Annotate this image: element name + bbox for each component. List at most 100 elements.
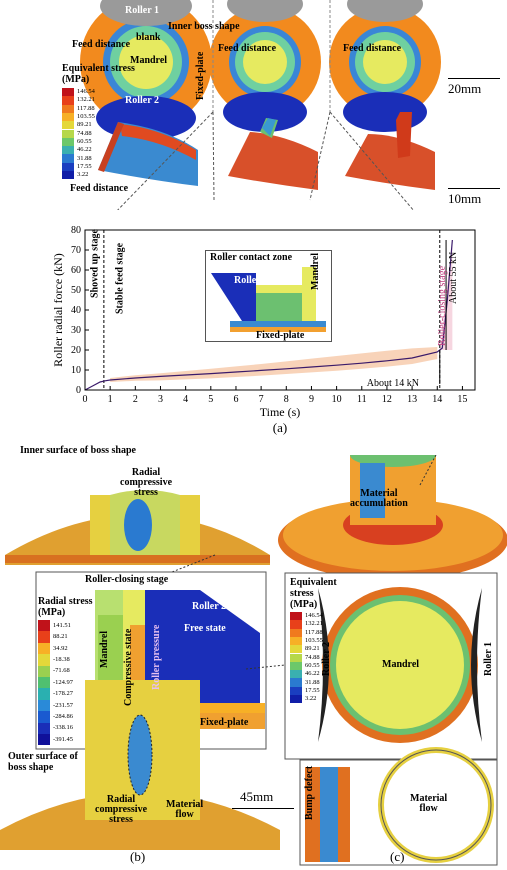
y-tick-label: 50 — [71, 285, 81, 296]
bump-defect: Bump defect — [304, 765, 315, 820]
radial-legend-title-2: (MPa) — [38, 607, 66, 618]
c-legend-title-2: stress — [290, 588, 314, 599]
material-accumulation: Material accumulation — [350, 488, 408, 509]
sector-model-1 — [98, 122, 198, 186]
eq-legend-tick: 132.21 — [77, 96, 95, 104]
eq-legend-tick: 117.88 — [77, 104, 95, 112]
c-legend-swatch — [290, 670, 302, 679]
c-legend-tick: 3.22 — [305, 695, 317, 703]
about14-label: About 14 kN — [367, 378, 419, 389]
inset-title: Roller contact zone — [210, 252, 293, 263]
b-material-flow: Material flow — [166, 799, 204, 820]
inner-boss-label: Inner boss shape — [168, 21, 240, 32]
snapshot-1 — [80, 0, 212, 140]
radial-legend-tick: -178.27 — [53, 690, 74, 698]
inset-fixed-plate: Fixed-plate — [256, 330, 305, 341]
eq-legend-swatch — [62, 88, 74, 97]
radial-legend-swatch — [38, 677, 50, 689]
c-legend-tick: 89.21 — [305, 645, 320, 653]
x-tick-label: 5 — [208, 394, 213, 405]
radial-compressive-2: Radial compressive stress — [95, 794, 148, 825]
b-mandrel: Mandrel — [99, 630, 110, 668]
inner-surface-label: Inner surface of boss shape — [20, 445, 136, 456]
radial-legend-swatch — [38, 688, 50, 700]
feed-distance-label-2: Feed distance — [218, 43, 277, 54]
c-legend-swatch — [290, 695, 302, 704]
c-legend: 146.54 132.21 117.88 103.55 89.21 74.88 60.55 4… — [290, 612, 348, 704]
b-fixed-plate: Fixed-plate — [200, 717, 249, 728]
eq-legend-tick: 74.88 — [77, 129, 92, 137]
x-axis-label: Time (s) — [260, 405, 301, 419]
b-free-state: Free state — [184, 623, 226, 634]
shoved-up-label: Shoved up stage — [90, 229, 101, 298]
radial-legend-swatch — [38, 665, 50, 677]
c-legend-swatch — [290, 686, 302, 695]
roller2-label: Roller 2 — [125, 95, 159, 106]
about55-label: About 55 kN — [448, 252, 459, 304]
x-tick-label: 15 — [457, 394, 467, 405]
c-roller1: Roller 1 — [483, 642, 494, 676]
c-legend-swatch — [290, 653, 302, 662]
x-tick-label: 4 — [183, 394, 188, 405]
eq-legend-tick: 3.22 — [77, 171, 89, 179]
b-compressive-state: Compressive state — [123, 628, 134, 706]
blank-label: blank — [136, 32, 161, 43]
x-tick-label: 12 — [382, 394, 392, 405]
feed-distance-label-3d: Feed distance — [70, 183, 129, 194]
radial-legend-tick: 88.21 — [53, 633, 68, 641]
x-tick-label: 0 — [83, 394, 88, 405]
c-legend-tick: 146.54 — [305, 612, 323, 620]
panel-c-label: (c) — [390, 849, 405, 864]
eq-legend-swatch — [62, 146, 74, 155]
radial-legend-swatch — [38, 642, 50, 655]
radial-compressive-1: Radial compressive stress — [120, 467, 173, 498]
x-tick-label: 1 — [108, 394, 113, 405]
sector-model-2 — [228, 118, 318, 190]
radial-legend-tick: -284.86 — [53, 712, 74, 720]
c-legend-tick: 17.55 — [305, 686, 320, 694]
c-mandrel: Mandrel — [382, 659, 420, 670]
radial-legend-tick: 141.51 — [53, 621, 71, 629]
radial-legend-swatch — [38, 654, 50, 666]
radial-legend-swatch — [38, 631, 50, 643]
radial-legend-tick: -231.57 — [53, 701, 74, 709]
fixed-plate-label-top: Fixed-plate — [195, 51, 206, 100]
y-tick-label: 60 — [71, 265, 81, 276]
eq-legend-swatch — [62, 162, 74, 171]
c-roller2: Roller 2 — [321, 642, 332, 676]
x-tick-label: 9 — [309, 394, 314, 405]
c-legend-title-1: Equivalent — [290, 577, 337, 588]
stable-feed-band — [110, 347, 438, 382]
inset-mandrel: Mandrel — [310, 252, 321, 290]
stable-feed-label: Stable feed stage — [115, 242, 126, 314]
radial-legend-tick: -338.16 — [53, 724, 74, 732]
eq-legend-tick: 17.55 — [77, 162, 92, 170]
eq-legend-swatch — [62, 154, 74, 163]
sector-model-3 — [345, 112, 435, 190]
eq-legend-tick: 31.88 — [77, 154, 92, 162]
radial-legend-tick: 34.92 — [53, 644, 68, 652]
eq-legend-swatch — [62, 129, 74, 138]
x-tick-label: 14 — [432, 394, 442, 405]
x-tick-label: 7 — [259, 394, 264, 405]
b-roller2: Roller 2 — [192, 601, 226, 612]
panel-a-label: (a) — [273, 420, 287, 435]
eq-legend-swatch — [62, 171, 74, 180]
eq-legend: 146.54 132.21 117.88 103.55 89.21 74.88 60.55 4… — [62, 88, 122, 180]
eq-legend-swatch — [62, 112, 74, 122]
eq-legend-tick: 146.54 — [77, 88, 95, 96]
eq-legend-tick: 89.21 — [77, 121, 92, 129]
roller-contact-inset — [205, 250, 332, 342]
radial-legend-tick: -18.38 — [53, 655, 70, 663]
c-legend-tick: 117.88 — [305, 628, 323, 636]
scale-20mm: 20mm — [448, 81, 482, 96]
eq-legend-swatch — [62, 137, 74, 147]
c-legend-swatch — [290, 636, 302, 646]
inset-roller2: Roller 2 — [234, 275, 268, 286]
roller-contact-drawing — [211, 267, 326, 332]
y-tick-label: 70 — [71, 245, 81, 256]
b-roller-pressure: Roller pressure — [151, 624, 162, 690]
y-tick-label: 10 — [71, 365, 81, 376]
radial-legend-swatch — [38, 734, 50, 746]
scale-bar-10mm — [448, 188, 500, 189]
